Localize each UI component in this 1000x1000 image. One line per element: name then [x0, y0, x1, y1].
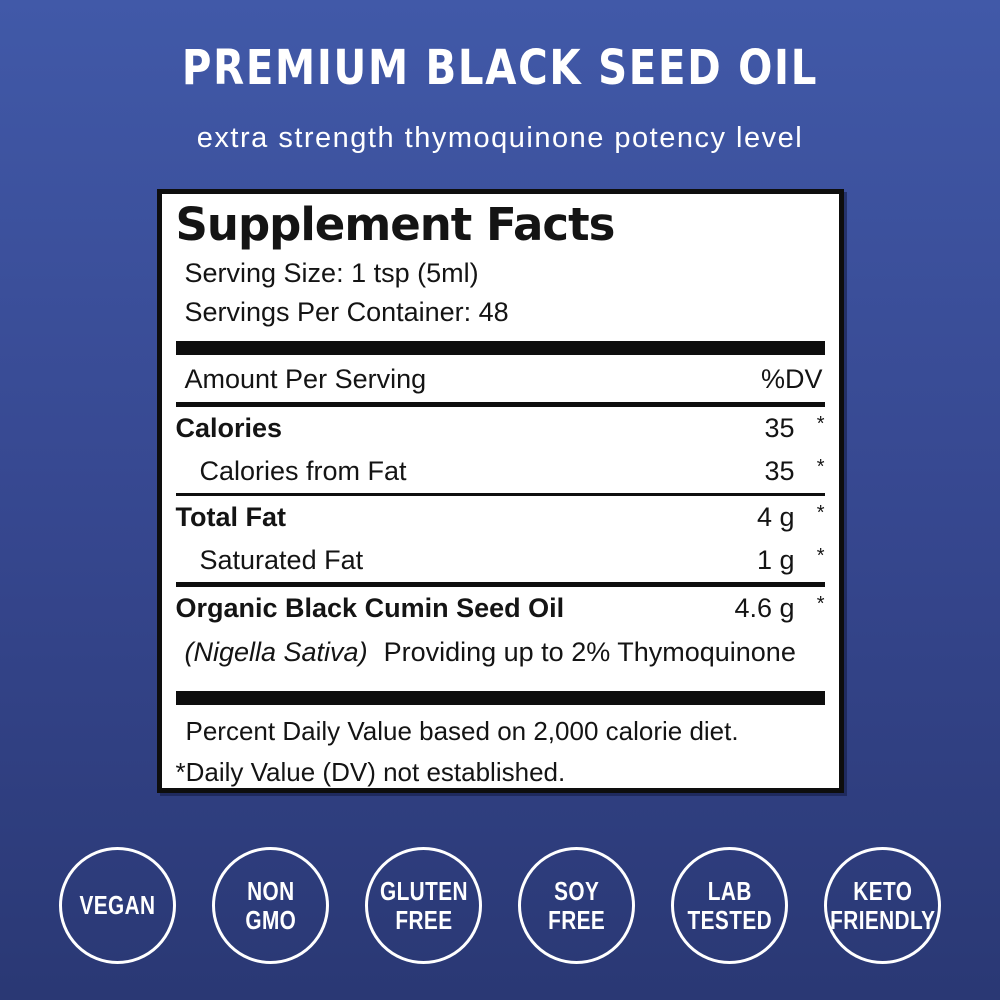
badge-soy-free-label: SOY FREE [548, 877, 605, 933]
serving-size: Serving Size: 1 tsp (5ml) [184, 257, 479, 288]
nutrient-value: 35 [764, 412, 795, 443]
badge-line: GLUTEN [379, 876, 468, 907]
botanical-latin-name: (Nigella Sativa) [184, 636, 368, 667]
nutrient-value: 1 g [756, 544, 795, 575]
dv-asterisk: * [816, 544, 825, 567]
thick-divider-bar-top [175, 340, 825, 355]
badge-line: TESTED [687, 904, 772, 935]
badge-gluten-free-label: GLUTEN FREE [380, 877, 468, 933]
badge-vegan-label: VEGAN [80, 891, 156, 919]
badge-line: LAB [707, 876, 752, 907]
header: PREMIUM BLACK SEED OIL extra strength th… [0, 0, 1000, 155]
nutrient-name: Total Fat [175, 501, 287, 532]
fat-group: Total Fat 4 g * Saturated Fat 1 g * [175, 496, 825, 587]
badge-line: KETO [852, 876, 912, 907]
badge-lab-tested-label: LAB TESTED [687, 877, 771, 933]
table-row-calories-from-fat: Calories from Fat 35 * [176, 450, 825, 493]
badge-line: VEGAN [79, 890, 156, 921]
dv-asterisk: * [816, 592, 825, 615]
badge-soy-free: SOY FREE [518, 847, 635, 964]
percent-dv-header: %DV [760, 363, 823, 394]
table-row-calories: Calories 35 * [176, 407, 825, 450]
dv-asterisk: * [816, 412, 825, 435]
column-header-row: Amount Per Serving %DV [175, 355, 825, 407]
badge-lab-tested: LAB TESTED [671, 847, 788, 964]
badge-keto-friendly-label: KETO FRIENDLY [830, 877, 935, 933]
dv-asterisk: * [816, 455, 825, 478]
table-row-black-cumin-seed-oil: Organic Black Cumin Seed Oil 4.6 g * [176, 587, 825, 630]
badge-line: FREE [547, 904, 606, 935]
badge-row: VEGAN NON GMO GLUTEN FREE SOY FREE LAB TESTE… [0, 847, 1000, 964]
servings-per-container: Servings Per Container: 48 [184, 296, 509, 327]
botanical-description: Providing up to 2% Thymoquinone [383, 636, 796, 667]
badge-line: GMO [245, 904, 296, 935]
amount-per-serving-header: Amount Per Serving [184, 363, 427, 394]
badge-non-gmo: NON GMO [212, 847, 329, 964]
thick-divider-bar-bottom [175, 690, 825, 705]
nutrient-name: Saturated Fat [199, 544, 364, 575]
nutrient-name: Calories from Fat [199, 455, 407, 486]
panel-title: Supplement Facts [175, 198, 616, 251]
badge-vegan: VEGAN [59, 847, 176, 964]
nutrient-value: 35 [764, 455, 795, 486]
footnote-daily-value: Percent Daily Value based on 2,000 calor… [185, 715, 739, 746]
black-seed-oil-group: Organic Black Cumin Seed Oil 4.6 g * (Ni… [176, 587, 825, 678]
badge-line: NON [246, 876, 295, 907]
botanical-detail-row: (Nigella Sativa) Providing up to 2% Thymo… [176, 630, 825, 678]
badge-line: FREE [394, 904, 453, 935]
nutrient-name: Calories [175, 412, 283, 443]
badge-line: FRIENDLY [829, 904, 936, 935]
nutrient-value: 4 g [756, 501, 795, 532]
badge-non-gmo-label: NON GMO [245, 877, 296, 933]
calories-group: Calories 35 * Calories from Fat 35 * [175, 407, 825, 496]
badge-gluten-free: GLUTEN FREE [365, 847, 482, 964]
supplement-facts-panel: Supplement Facts Serving Size: 1 tsp (5m… [156, 189, 844, 793]
badge-keto-friendly: KETO FRIENDLY [824, 847, 941, 964]
table-row-saturated-fat: Saturated Fat 1 g * [176, 539, 825, 582]
nutrient-name: Organic Black Cumin Seed Oil [175, 592, 565, 623]
table-row-total-fat: Total Fat 4 g * [176, 496, 825, 539]
product-title: PREMIUM BLACK SEED OIL [181, 40, 819, 96]
dv-asterisk: * [816, 501, 825, 524]
product-subtitle: extra strength thymoquinone potency leve… [196, 122, 804, 154]
footnote-dv-not-established: *Daily Value (DV) not established. [175, 756, 566, 787]
badge-line: SOY [553, 876, 600, 907]
nutrient-value: 4.6 g [734, 592, 795, 623]
